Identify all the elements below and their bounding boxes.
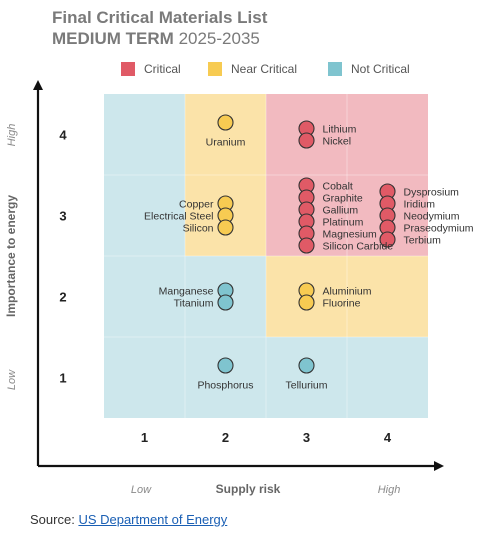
label-copper: Copper — [179, 199, 214, 211]
legend-label-not_critical: Not Critical — [351, 62, 410, 76]
data-points — [217, 114, 396, 374]
label-aluminium: Aluminium — [323, 286, 372, 298]
legend-swatch-critical — [121, 62, 135, 76]
point-nickel — [298, 132, 315, 149]
point-fluorine — [298, 294, 315, 311]
label-lithium: Lithium — [323, 124, 357, 136]
point-silicon-carbide — [298, 237, 315, 254]
y-axis-title: Importance to energy — [4, 195, 18, 317]
label-silicon-carbide: Silicon Carbide — [323, 241, 394, 253]
y-axis-high-label: High — [6, 124, 18, 147]
axes: Supply risk Low High Importance to energy Lo… — [4, 80, 444, 496]
label-phosphorus: Phosphorus — [197, 380, 253, 392]
y-tick-label-4: 4 — [59, 128, 67, 143]
zone-4-1 — [347, 337, 428, 418]
y-axis-arrow — [33, 80, 43, 90]
y-tick-label-3: 3 — [59, 209, 66, 224]
zones-layer — [104, 94, 428, 418]
y-tick-label-1: 1 — [59, 371, 66, 386]
legend-swatch-near_critical — [208, 62, 222, 76]
zone-1-4 — [104, 94, 185, 175]
x-tick-label-4: 4 — [384, 430, 392, 445]
legend-label-critical: Critical — [144, 62, 181, 76]
source-link[interactable]: US Department of Energy — [78, 512, 228, 527]
label-silicon: Silicon — [183, 223, 214, 235]
label-iridium: Iridium — [404, 199, 436, 211]
legend-label-near_critical: Near Critical — [231, 62, 297, 76]
point-terbium — [379, 231, 396, 248]
zone-1-3 — [104, 175, 185, 256]
x-axis-title: Supply risk — [216, 482, 281, 496]
legend-swatch-not_critical — [328, 62, 342, 76]
x-tick-label-2: 2 — [222, 430, 229, 445]
point-uranium — [217, 114, 234, 131]
chart-title: Final Critical Materials List MEDIUM TER… — [52, 7, 267, 49]
criticality-matrix-chart: Critical Near Critical Not Critical Supply… — [4, 62, 474, 496]
label-electrical-steel: Electrical Steel — [144, 211, 213, 223]
x-axis-low-label: Low — [131, 484, 152, 496]
tick-labels: 1 2 3 4 1 2 3 4 — [59, 128, 392, 446]
point-silicon — [217, 219, 234, 236]
point-titanium — [217, 294, 234, 311]
label-platinum: Platinum — [323, 217, 364, 229]
label-cobalt: Cobalt — [323, 181, 353, 193]
point-tellurium — [298, 357, 315, 374]
label-manganese: Manganese — [159, 286, 214, 298]
y-tick-label-2: 2 — [59, 290, 66, 305]
label-magnesium: Magnesium — [323, 229, 378, 241]
label-gallium: Gallium — [323, 205, 359, 217]
point-phosphorus — [217, 357, 234, 374]
source-note: Source: US Department of Energy — [30, 512, 227, 527]
label-tellurium: Tellurium — [285, 380, 327, 392]
label-nickel: Nickel — [323, 136, 352, 148]
label-terbium: Terbium — [404, 235, 442, 247]
label-praseodymium: Praseodymium — [404, 223, 474, 235]
x-tick-label-1: 1 — [141, 430, 148, 445]
source-prefix: Source: — [30, 512, 75, 527]
zone-3-1 — [266, 337, 347, 418]
legend: Critical Near Critical Not Critical — [121, 62, 410, 76]
zone-4-4 — [347, 94, 428, 175]
zone-2-1 — [185, 337, 266, 418]
x-tick-label-3: 3 — [303, 430, 310, 445]
y-axis-low-label: Low — [6, 369, 18, 390]
x-axis-arrow — [434, 461, 444, 471]
zone-4-2 — [347, 256, 428, 337]
zone-1-2 — [104, 256, 185, 337]
label-dysprosium: Dysprosium — [404, 187, 460, 199]
chart-title-years: 2025-2035 — [178, 29, 260, 48]
label-titanium: Titanium — [174, 298, 214, 310]
x-axis-high-label: High — [378, 484, 401, 496]
chart-title-term: MEDIUM TERM — [52, 29, 174, 48]
zone-1-1 — [104, 337, 185, 418]
label-graphite: Graphite — [323, 193, 363, 205]
chart-title-line1: Final Critical Materials List — [52, 8, 268, 27]
zone-2-4 — [185, 94, 266, 175]
label-uranium: Uranium — [206, 137, 246, 149]
label-fluorine: Fluorine — [323, 298, 361, 310]
label-neodymium: Neodymium — [404, 211, 460, 223]
